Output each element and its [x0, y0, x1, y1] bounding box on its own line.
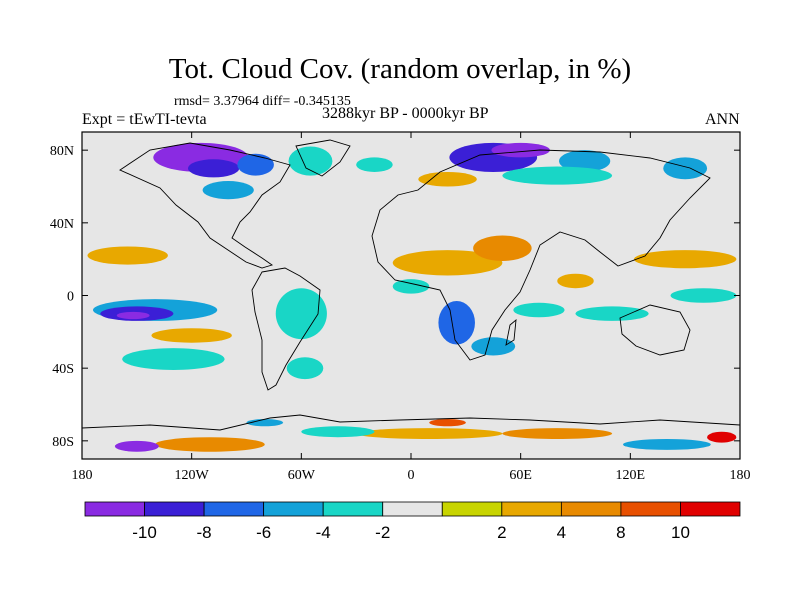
map-title: Tot. Cloud Cov. (random overlap, in %)	[168, 53, 632, 85]
x-tick-label: 120E	[616, 468, 646, 483]
map-axes: 180 120W 60W 0 60E 120E 180 80N 40N 0 40S 80S	[50, 132, 751, 483]
anomaly-patch	[87, 246, 168, 265]
anomaly-patch	[491, 142, 550, 158]
anomaly-patch	[288, 146, 333, 176]
colorbar-swatch	[680, 501, 741, 517]
anomaly-layer	[87, 142, 737, 452]
anomaly-patch	[471, 337, 516, 356]
period-label: 3288kyr BP - 0000kyr BP	[322, 105, 489, 122]
anomaly-patch	[670, 288, 737, 303]
anomaly-patch	[392, 279, 430, 294]
colorbar: -10 -8 -6 -4 -2 2 4 8 10	[84, 501, 741, 542]
y-tick-label: 40N	[50, 217, 74, 232]
colorbar-swatch	[203, 501, 265, 517]
anomaly-patch	[623, 439, 711, 450]
anomaly-patch	[155, 437, 265, 452]
coastlines	[82, 139, 740, 431]
colorbar-swatch	[322, 501, 384, 517]
colorbar-label: 2	[497, 523, 506, 542]
x-tick-label: 120W	[175, 468, 210, 483]
colorbar-swatch	[382, 501, 443, 517]
anomaly-patch	[418, 171, 477, 187]
colorbar-label: -10	[132, 523, 157, 542]
anomaly-patch	[116, 311, 150, 320]
anomaly-patch	[513, 302, 565, 318]
coast-north-america	[119, 142, 291, 269]
colorbar-label: -4	[316, 523, 331, 542]
coast-south-america	[251, 267, 321, 391]
anomaly-patch	[502, 428, 613, 440]
anomaly-patch	[275, 288, 327, 340]
y-tick-label: 0	[67, 290, 74, 305]
colorbar-swatch	[144, 501, 205, 517]
colorbar-label: 8	[616, 523, 625, 542]
anomaly-patch	[114, 440, 159, 452]
anomaly-patch	[663, 157, 708, 180]
colorbar-swatch	[560, 501, 622, 517]
y-tick-label: 40S	[52, 362, 74, 377]
colorbar-swatch	[620, 501, 681, 517]
anomaly-patch	[202, 181, 254, 200]
anomaly-patch	[502, 166, 613, 185]
map-background	[82, 132, 740, 459]
colorbar-swatch	[501, 501, 562, 517]
anomaly-patch	[151, 328, 232, 343]
colorbar-label: 10	[671, 523, 690, 542]
anomaly-patch	[356, 157, 393, 172]
experiment-label: Expt = tEwTI-tevta	[82, 111, 207, 128]
anomaly-patch	[559, 150, 611, 172]
colorbar-label: -8	[197, 523, 212, 542]
anomaly-patch	[301, 426, 375, 438]
anomaly-patch	[246, 419, 284, 427]
anomaly-patch	[286, 357, 324, 380]
coast-antarctica	[82, 414, 740, 431]
anomaly-patch	[557, 273, 594, 289]
anomaly-patch	[473, 235, 532, 261]
x-tick-label: 180	[72, 468, 93, 483]
anomaly-patch	[356, 428, 503, 440]
y-tick-label: 80N	[50, 144, 74, 159]
anomaly-patch	[188, 159, 240, 178]
colorbar-label: -6	[256, 523, 271, 542]
anomaly-patch	[392, 250, 503, 276]
anomaly-patch	[237, 153, 274, 176]
x-tick-label: 180	[730, 468, 751, 483]
coast-eurasia-africa	[371, 149, 711, 361]
colorbar-swatch	[84, 501, 145, 517]
x-tick-label: 0	[408, 468, 415, 483]
y-tick-label: 80S	[52, 435, 74, 450]
anomaly-patch	[707, 431, 737, 443]
anomaly-patch	[633, 250, 737, 269]
colorbar-swatch	[441, 501, 503, 517]
coast-greenland	[295, 139, 351, 177]
anomaly-patch	[429, 419, 466, 427]
anomaly-patch	[122, 348, 225, 370]
coast-australia	[619, 304, 691, 356]
colorbar-label: 4	[557, 523, 566, 542]
x-tick-label: 60E	[509, 468, 532, 483]
colorbar-label: -2	[375, 523, 390, 542]
anomaly-patch	[575, 306, 649, 321]
coast-madagascar	[505, 318, 517, 346]
colorbar-swatch	[263, 501, 324, 517]
stats-text: rmsd= 3.37964 diff= -0.345135	[174, 94, 351, 109]
x-tick-label: 60W	[288, 468, 316, 483]
anomaly-patch	[438, 300, 475, 345]
season-label: ANN	[705, 111, 740, 128]
